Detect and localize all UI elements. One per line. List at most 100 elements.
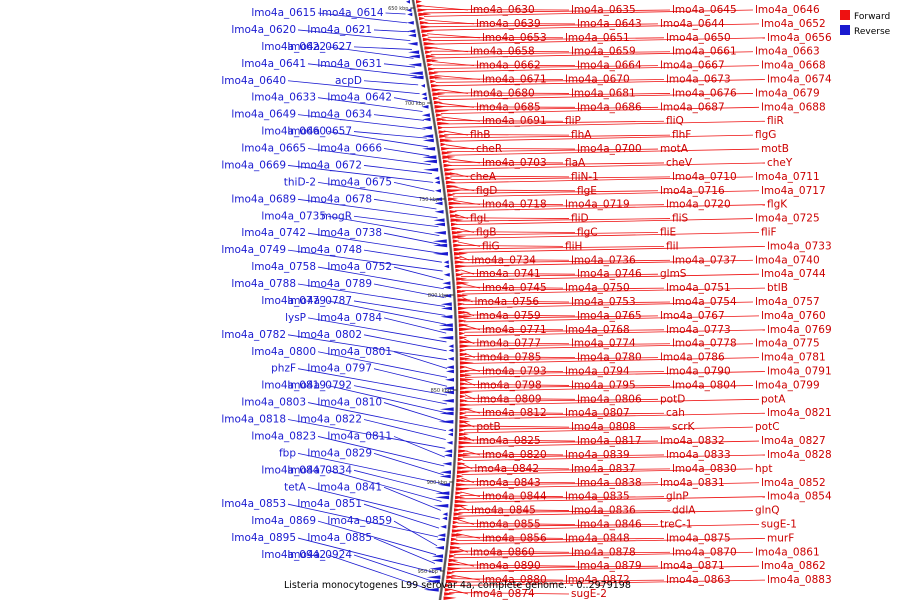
- reverse-gene-arrow: [433, 243, 448, 248]
- forward-gene-arrow: [445, 579, 459, 584]
- forward-connector-line: [454, 204, 665, 208]
- reverse-connector-line: [317, 181, 436, 201]
- reverse-gene-label: lmo4a_0749: [221, 244, 286, 256]
- reverse-connector-line: [383, 232, 441, 245]
- reverse-gene-arrow: [407, 12, 413, 17]
- reverse-gene-arrow: [448, 348, 454, 353]
- forward-gene-label: lmo4a_0750: [565, 282, 630, 294]
- reverse-gene-arrow: [422, 155, 437, 159]
- forward-gene-label: lmo4a_0856: [482, 532, 547, 544]
- reverse-gene-arrow: [443, 453, 452, 458]
- forward-gene-arrow: [458, 449, 469, 453]
- reverse-gene-arrow: [421, 105, 429, 109]
- forward-gene-label: lmo4a_0652: [761, 18, 826, 30]
- reverse-connector-line: [373, 114, 425, 121]
- forward-gene-label: lmo4a_0736: [571, 254, 636, 266]
- reverse-gene-label: lmo4a_0788: [231, 278, 296, 290]
- reverse-gene-arrow: [442, 512, 448, 516]
- reverse-gene-arrow: [442, 285, 451, 290]
- reverse-gene-arrow: [423, 588, 439, 592]
- reverse-gene-label: lmo4a_0649: [231, 109, 296, 121]
- forward-gene-label: lmo4a_0659: [571, 46, 636, 58]
- reverse-connector-line: [287, 419, 446, 449]
- reverse-connector-line: [297, 114, 426, 130]
- forward-gene-label: lmo4a_0830: [672, 463, 737, 475]
- forward-gene-arrow: [435, 109, 450, 113]
- forward-gene-label: sugE-2: [571, 588, 607, 600]
- forward-gene-label: lmo4a_0680: [470, 87, 535, 99]
- forward-connector-line: [460, 482, 760, 489]
- forward-connector-line: [463, 315, 760, 323]
- forward-gene-arrow: [445, 180, 456, 185]
- reverse-connector-line: [317, 436, 445, 467]
- reverse-connector-line: [393, 520, 438, 547]
- forward-connector-line: [448, 161, 564, 164]
- forward-gene-arrow: [458, 436, 471, 441]
- forward-connector-line: [459, 496, 665, 500]
- reverse-connector-line: [297, 198, 438, 219]
- reverse-gene-arrow: [445, 365, 454, 369]
- forward-connector-lines: [422, 5, 766, 595]
- reverse-gene-label: acpD: [335, 75, 362, 87]
- reverse-connector-line: [373, 29, 409, 33]
- forward-gene-label: potC: [755, 421, 780, 433]
- forward-gene-label: glnQ: [755, 505, 780, 517]
- reverse-gene-label: lmo4a_0657: [287, 126, 352, 138]
- reverse-gene-arrow: [445, 369, 454, 374]
- forward-gene-label: lmo4a_0806: [577, 393, 642, 405]
- reverse-gene-arrow: [436, 537, 445, 542]
- reverse-connector-line: [307, 63, 417, 77]
- forward-gene-label: lmo4a_0798: [477, 379, 542, 391]
- forward-connector-line: [448, 162, 665, 167]
- reverse-connector-line: [327, 46, 414, 59]
- forward-connector-line: [452, 190, 760, 198]
- forward-connector-line: [460, 482, 659, 486]
- reverse-connector-line: [317, 266, 444, 290]
- reverse-connector-line: [327, 385, 447, 414]
- forward-connector-line: [464, 329, 665, 333]
- forward-gene-arrow: [450, 214, 462, 218]
- forward-gene-arrow: [443, 163, 453, 168]
- forward-connector-line: [464, 412, 665, 416]
- forward-gene-arrow: [433, 96, 441, 101]
- forward-gene-arrow: [439, 138, 453, 143]
- forward-gene-label: hpt: [755, 463, 772, 475]
- forward-connector-line: [445, 134, 754, 142]
- reverse-gene-arrow: [434, 189, 441, 193]
- forward-gene-arrow: [457, 453, 471, 458]
- reverse-connector-line: [373, 368, 448, 387]
- forward-gene-label: lmo4a_0843: [476, 477, 541, 489]
- reverse-gene-label: lmo4a_0752: [327, 261, 392, 273]
- forward-connector-line: [450, 579, 665, 583]
- reverse-gene-arrow: [409, 75, 424, 80]
- forward-gene-arrow: [448, 558, 459, 563]
- reverse-gene-label: lmo4a_0665: [241, 143, 306, 155]
- forward-gene-label: potA: [761, 393, 786, 405]
- forward-gene-arrow: [453, 243, 464, 248]
- forward-gene-label: lmo4a_0844: [482, 491, 547, 503]
- forward-gene-label: murF: [767, 532, 794, 544]
- forward-connector-line: [460, 272, 576, 275]
- forward-gene-label: lmo4a_0769: [767, 324, 832, 336]
- reverse-gene-label: lmo4a_0818: [221, 414, 286, 426]
- forward-gene-arrow: [458, 310, 471, 315]
- forward-gene-arrow: [459, 424, 474, 428]
- reverse-gene-arrow: [435, 495, 450, 500]
- forward-gene-label: lmo4a_0717: [761, 185, 826, 197]
- reverse-gene-arrow: [432, 239, 447, 243]
- reverse-gene-arrow: [447, 357, 454, 361]
- forward-gene-arrow: [455, 268, 462, 273]
- forward-connector-line: [423, 9, 754, 17]
- forward-gene-arrow: [450, 537, 458, 542]
- reverse-gene-arrow: [408, 71, 423, 75]
- forward-connector-line: [462, 453, 564, 456]
- forward-gene-arrow: [437, 121, 450, 126]
- forward-connector-line: [435, 78, 564, 80]
- reverse-gene-arrow: [438, 336, 454, 340]
- forward-gene-label: lmo4a_0871: [660, 560, 725, 572]
- forward-gene-arrow: [459, 352, 469, 357]
- reverse-connector-line: [353, 385, 447, 405]
- forward-gene-arrow: [459, 331, 466, 336]
- forward-gene-arrow: [449, 550, 464, 554]
- forward-gene-label: fliF: [761, 226, 777, 238]
